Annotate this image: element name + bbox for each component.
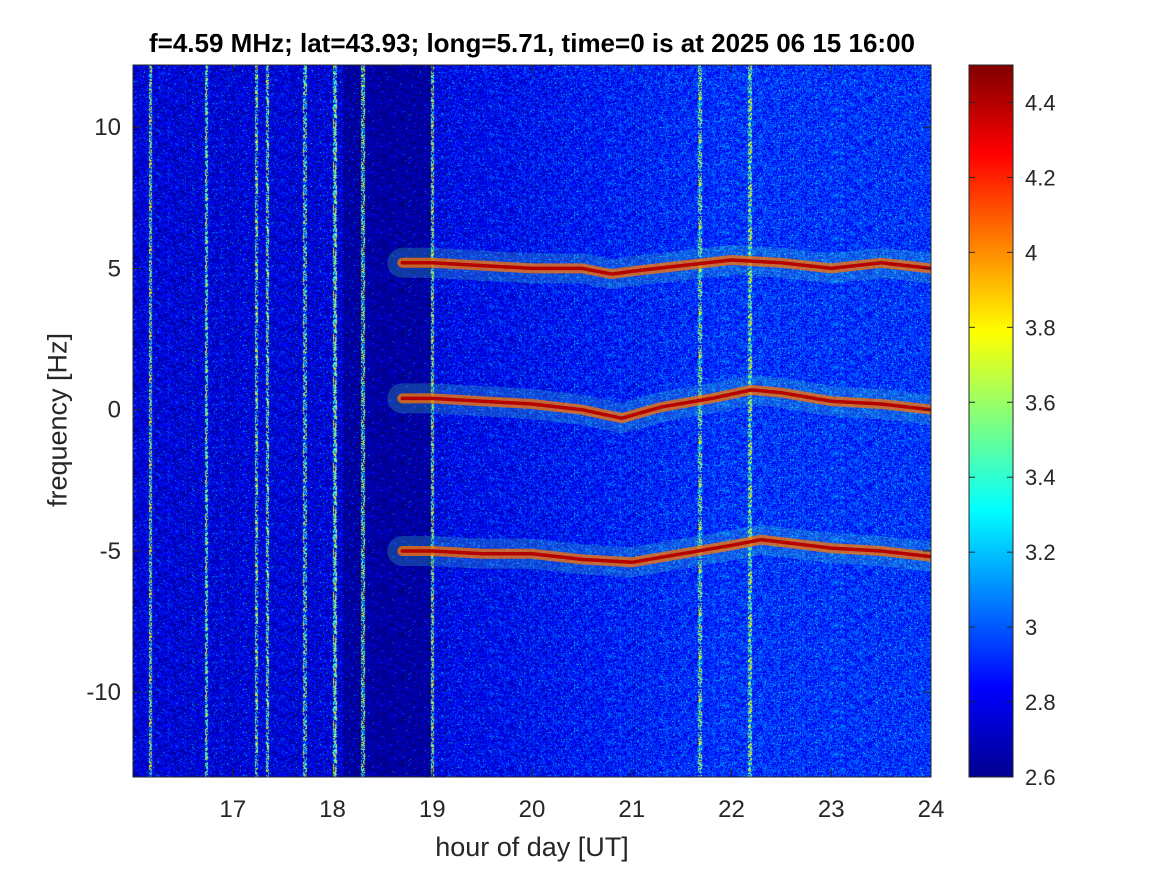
colorbar-tick-label: 2.8 [1025, 690, 1056, 715]
y-tick-label: 10 [94, 114, 121, 141]
x-ticks: 17 18 19 20 21 22 23 24 [219, 65, 944, 823]
x-tick-label: 22 [718, 796, 745, 823]
y-axis-label: frequency [Hz] [42, 332, 73, 508]
y-tick-label: -5 [100, 538, 121, 565]
y-tick-label: 0 [108, 397, 121, 424]
colorbar-tick-label: 3.8 [1025, 315, 1056, 340]
colorbar-tick-label: 3.6 [1025, 390, 1056, 415]
y-tick-label: 5 [108, 255, 121, 282]
colorbar-gradient [969, 65, 1013, 777]
colorbar-tick-label: 4 [1025, 240, 1037, 265]
colorbar-tick-label: 2.6 [1025, 765, 1056, 790]
colorbar-tick-label: 4.2 [1025, 165, 1056, 190]
colorbar-tick-label: 3.4 [1025, 465, 1056, 490]
colorbar-frame [968, 64, 1014, 778]
colorbar-tick-label: 3.2 [1025, 540, 1056, 565]
colorbar-ticks: 4.4 4.2 4 3.8 3.6 3.4 3.2 3 2.8 2.6 [969, 90, 1056, 790]
x-tick-label: 19 [419, 796, 446, 823]
trace-layer [387, 244, 931, 578]
colorbar-tick-label: 3 [1025, 615, 1037, 640]
chart-title: f=4.59 MHz; lat=43.93; long=5.71, time=0… [149, 28, 915, 58]
x-tick-label: 18 [319, 796, 346, 823]
x-tick-label: 23 [818, 796, 845, 823]
x-tick-label: 21 [618, 796, 645, 823]
plot-area: 17 18 19 20 21 22 23 24 10 5 0 -5 -10 [86, 64, 944, 823]
colorbar: 4.4 4.2 4 3.8 3.6 3.4 3.2 3 2.8 2.6 [968, 64, 1056, 790]
heatmap-image [133, 65, 931, 777]
x-tick-label: 17 [219, 796, 246, 823]
trace-line-2 [400, 537, 931, 565]
trace-line-0 [400, 258, 931, 276]
trace-line-1 [400, 388, 931, 421]
y-tick-label: -10 [86, 679, 121, 706]
y-ticks: 10 5 0 -5 -10 [86, 114, 931, 706]
x-tick-label: 20 [519, 796, 546, 823]
x-axis-label: hour of day [UT] [435, 832, 629, 862]
colorbar-tick-label: 4.4 [1025, 90, 1056, 115]
x-tick-label: 24 [918, 796, 945, 823]
